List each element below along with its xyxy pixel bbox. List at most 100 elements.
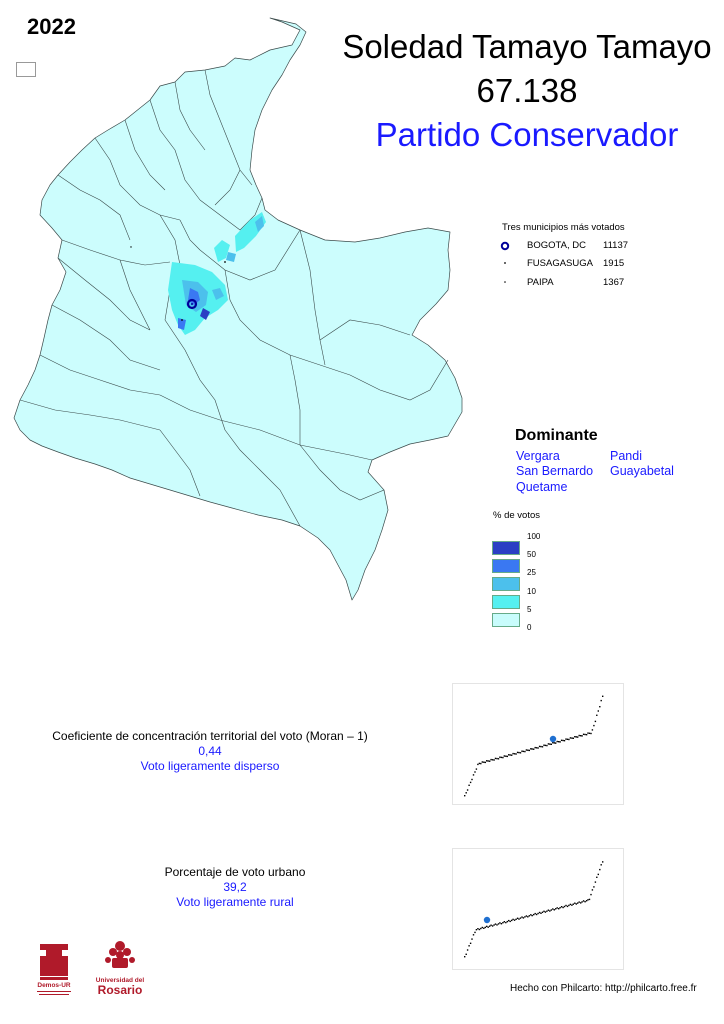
scatter-point bbox=[553, 909, 555, 911]
scatter-point bbox=[531, 914, 533, 917]
scatter-point bbox=[577, 736, 579, 738]
scatter-point bbox=[474, 771, 476, 773]
scatter-point bbox=[477, 763, 479, 766]
scatter-point bbox=[585, 900, 588, 902]
scatter-point bbox=[512, 752, 514, 755]
scatter-point bbox=[537, 747, 539, 749]
scatter-point bbox=[483, 761, 485, 763]
dominant-item: Vergara bbox=[516, 449, 560, 463]
scatter-point bbox=[525, 915, 528, 917]
scatter-point bbox=[555, 908, 557, 910]
scatter-point bbox=[527, 916, 529, 918]
scatter-point bbox=[503, 755, 505, 757]
rosario-logo-bottom: Rosario bbox=[97, 983, 143, 997]
legend-label: 5 bbox=[527, 605, 532, 614]
scatter-point bbox=[563, 905, 566, 908]
scatter-point bbox=[538, 911, 541, 914]
scatter-point bbox=[484, 926, 486, 929]
scatter-point bbox=[505, 921, 507, 924]
small-dot-icon bbox=[504, 262, 506, 264]
scatter-point bbox=[493, 924, 495, 926]
scatter-point bbox=[584, 901, 586, 903]
urban-highlight-marker bbox=[483, 916, 491, 924]
scatter-point bbox=[475, 768, 478, 770]
party-name: Partido Conservador bbox=[375, 116, 679, 153]
scatter-point bbox=[568, 738, 570, 741]
scatter-point bbox=[522, 917, 525, 919]
top-municipalities-title: Tres municipios más votados bbox=[502, 222, 625, 233]
scatter-point bbox=[490, 758, 492, 761]
legend-title: % de votos bbox=[493, 510, 540, 521]
scatter-point bbox=[483, 927, 485, 929]
scatter-point bbox=[528, 749, 530, 752]
scatter-point bbox=[547, 743, 550, 745]
scatter-point bbox=[511, 754, 513, 756]
municipality-value: 1915 bbox=[603, 258, 625, 269]
scatter-point bbox=[497, 923, 500, 925]
scatter-point bbox=[493, 759, 495, 761]
scatter-point bbox=[599, 868, 601, 871]
scatter-point bbox=[505, 755, 507, 757]
scatter-point bbox=[590, 893, 592, 896]
scatter-point bbox=[499, 922, 501, 924]
municipality-name: BOGOTA, DC bbox=[527, 240, 586, 251]
scatter-point bbox=[480, 762, 482, 765]
legend-swatch bbox=[492, 559, 520, 573]
scatter-point bbox=[553, 742, 555, 744]
scatter-point bbox=[540, 745, 542, 748]
scatter-point bbox=[596, 876, 598, 878]
scatter-point bbox=[537, 912, 539, 915]
scatter-point bbox=[494, 923, 497, 925]
large-ring-icon bbox=[500, 241, 510, 251]
rosario-crest-icon bbox=[105, 941, 135, 968]
scatter-point bbox=[559, 741, 561, 743]
dominant-title: Dominante bbox=[515, 427, 598, 444]
scatter-point bbox=[508, 919, 510, 922]
scatter-point bbox=[550, 909, 552, 911]
scatter-point bbox=[515, 753, 517, 755]
rosario-logo: Universidad del Rosario bbox=[95, 938, 145, 997]
legend-swatch bbox=[492, 541, 520, 555]
scatter-point bbox=[534, 912, 536, 915]
scatter-point bbox=[571, 737, 573, 739]
scatter-point bbox=[533, 913, 535, 916]
scatter-point bbox=[575, 903, 577, 905]
scatter-point bbox=[478, 928, 481, 931]
vote-total: 67.138 bbox=[476, 72, 578, 109]
scatter-point bbox=[518, 751, 520, 754]
colombia-map bbox=[13, 17, 463, 601]
scatter-point bbox=[580, 902, 582, 904]
scatter-point bbox=[508, 754, 510, 756]
rosario-logo-top: Universidad del bbox=[95, 977, 145, 984]
scatter-point bbox=[569, 737, 572, 739]
scatter-point bbox=[588, 732, 591, 734]
legend-swatch bbox=[492, 595, 520, 609]
bogota-marker-icon bbox=[186, 298, 198, 310]
scatter-point bbox=[540, 912, 542, 914]
urban-description: Voto ligeramente rural bbox=[176, 895, 294, 909]
scatter-point bbox=[552, 908, 554, 910]
scatter-point bbox=[491, 925, 494, 927]
scatter-point bbox=[547, 909, 550, 911]
legend-label: 50 bbox=[527, 550, 536, 559]
municipality-name: FUSAGASUGA bbox=[527, 258, 593, 269]
scatter-point bbox=[594, 720, 597, 723]
scatter-point bbox=[546, 910, 548, 912]
scatter-point bbox=[552, 742, 554, 744]
scatter-point bbox=[466, 789, 469, 791]
scatter-point bbox=[512, 918, 514, 921]
dominant-item: Guayabetal bbox=[610, 464, 674, 478]
scatter-point bbox=[524, 750, 526, 753]
moran-scatter-plot bbox=[452, 683, 624, 805]
scatter-point bbox=[464, 795, 466, 797]
scatter-point bbox=[506, 755, 508, 758]
scatter-point bbox=[572, 737, 574, 739]
scatter-point bbox=[541, 746, 544, 748]
scatter-point bbox=[513, 919, 516, 921]
scatter-point bbox=[533, 748, 535, 750]
scatter-point bbox=[524, 916, 526, 918]
legend-label: 0 bbox=[527, 623, 532, 632]
scatter-point bbox=[544, 744, 547, 747]
country-outline bbox=[13, 17, 463, 601]
scatter-point bbox=[574, 736, 576, 738]
